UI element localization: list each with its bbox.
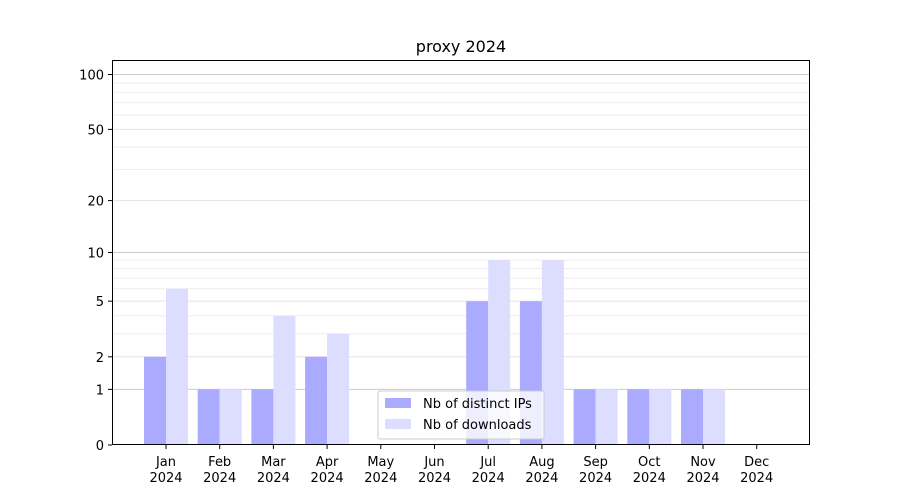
x-tick-label-month: Oct	[638, 455, 660, 470]
y-tick-label: 100	[79, 69, 104, 84]
x-tick-label-month: Feb	[208, 455, 231, 470]
bars	[144, 260, 725, 445]
x-tick-label-month: Mar	[261, 455, 286, 470]
x-tick-label-month: May	[367, 455, 394, 470]
bar-downloads	[541, 260, 564, 445]
x-tick-label-year: 2024	[579, 471, 612, 486]
x-axis: Jan2024Feb2024Mar2024Apr2024May2024Jun20…	[149, 445, 773, 486]
y-tick-label: 10	[87, 247, 104, 262]
bar-downloads	[703, 389, 725, 445]
bar-downloads	[327, 333, 350, 445]
x-tick-label-year: 2024	[364, 471, 397, 486]
bar-downloads	[595, 389, 618, 445]
legend-label-distinct-ips: Nb of distinct IPs	[423, 397, 532, 412]
x-tick-label-month: Sep	[583, 455, 608, 470]
bar-distinct-ips	[573, 389, 596, 445]
y-tick-label: 2	[96, 351, 104, 366]
x-tick-label-year: 2024	[149, 471, 182, 486]
plot-frame	[112, 60, 810, 445]
grid-lines	[112, 74, 810, 390]
x-tick-label-year: 2024	[257, 471, 290, 486]
x-tick-label-month: Nov	[690, 455, 716, 470]
bar-distinct-ips	[627, 389, 650, 445]
x-tick-label-year: 2024	[525, 471, 558, 486]
bar-downloads	[273, 315, 296, 445]
bar-distinct-ips	[305, 356, 328, 445]
x-tick-label-month: Aug	[529, 455, 554, 470]
x-tick-label-year: 2024	[633, 471, 666, 486]
x-tick-label-month: Dec	[744, 455, 769, 470]
x-tick-label-year: 2024	[418, 471, 451, 486]
x-tick-label-year: 2024	[740, 471, 773, 486]
legend: Nb of distinct IPs Nb of downloads	[377, 390, 545, 440]
y-tick-label: 5	[96, 295, 104, 310]
x-tick-label-year: 2024	[203, 471, 236, 486]
y-tick-label: 1	[96, 383, 104, 398]
y-tick-label: 0	[96, 439, 104, 454]
x-tick-label-month: Jan	[155, 455, 176, 470]
bar-distinct-ips	[251, 389, 274, 445]
bar-downloads	[219, 389, 242, 445]
x-tick-label-month: Jun	[423, 455, 444, 470]
y-tick-label: 20	[87, 195, 104, 210]
x-tick-label-year: 2024	[311, 471, 344, 486]
bar-distinct-ips	[681, 389, 703, 445]
legend-box	[377, 390, 545, 440]
x-tick-label-year: 2024	[686, 471, 719, 486]
chart-title: proxy 2024	[416, 37, 506, 56]
y-axis: 0 1 2 5 10 20 50 100	[79, 69, 112, 454]
legend-swatch-downloads	[385, 419, 411, 429]
bar-distinct-ips	[144, 356, 166, 445]
bar-downloads	[649, 389, 672, 445]
bar-downloads	[166, 288, 188, 445]
bar-distinct-ips	[197, 389, 220, 445]
x-tick-label-year: 2024	[472, 471, 505, 486]
legend-label-downloads: Nb of downloads	[423, 418, 532, 433]
y-tick-label: 50	[87, 123, 104, 138]
legend-swatch-distinct-ips	[385, 398, 411, 408]
x-tick-label-month: Apr	[316, 455, 339, 470]
x-tick-label-month: Jul	[479, 455, 496, 470]
